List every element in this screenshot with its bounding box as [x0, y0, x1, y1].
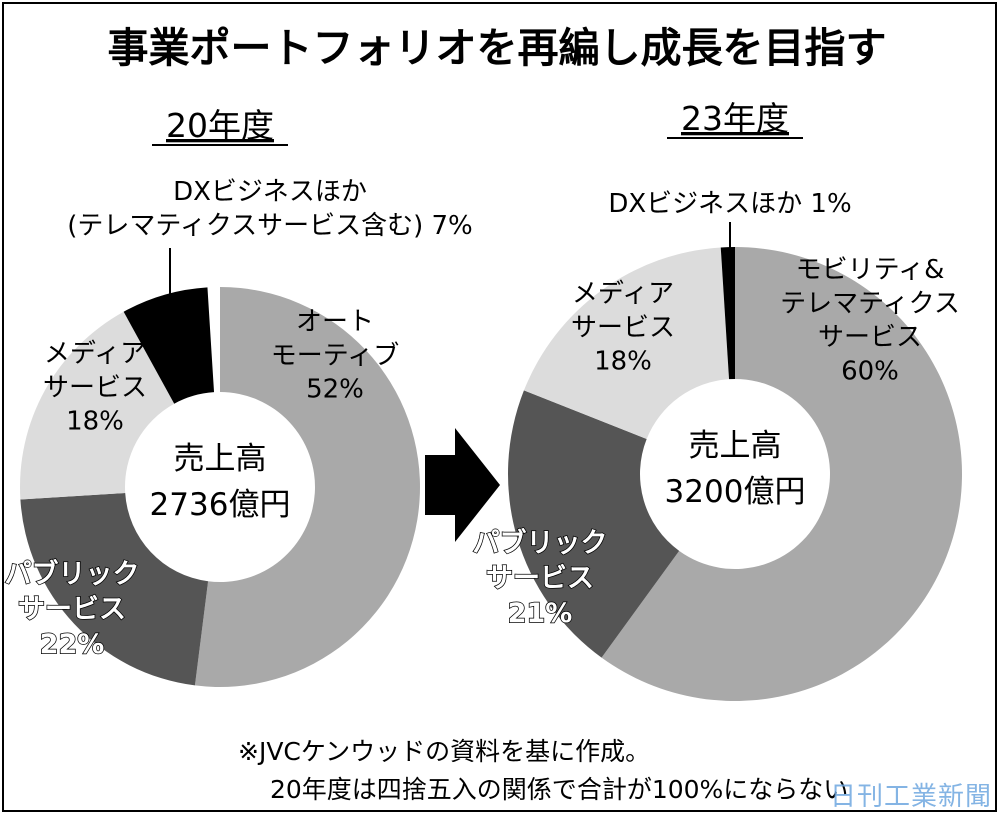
- donut-slice: [20, 492, 209, 686]
- center-label-line: 3200億円: [665, 474, 806, 510]
- slice-label: パブリックサービス 21%: [473, 527, 608, 629]
- donut-slice: [523, 247, 730, 440]
- slice-label-line: (テレマティクスサービス含む) 7%: [67, 211, 472, 241]
- donut-slice: [123, 287, 215, 404]
- center-label: 売上高 2736億円: [150, 441, 291, 523]
- slice-label: メディアサービス 18%: [43, 339, 147, 437]
- slice-label-line: モビリティ&: [796, 255, 945, 285]
- donut-slice: [720, 247, 735, 380]
- slice-label-line: 18%: [594, 347, 652, 377]
- slice-label-line: DXビジネスほか 1%: [608, 189, 851, 219]
- donut-slice: [601, 247, 962, 702]
- slice-label: DXビジネスほか (テレマティクスサービス含む) 7%: [67, 177, 472, 241]
- footnote-line-1: ※JVCケンウッドの資料を基に作成。: [238, 737, 650, 766]
- slice-label-line: DXビジネスほか: [173, 177, 367, 207]
- slice-label: パブリックサービス 22%: [5, 558, 140, 660]
- slice-label-line: パブリック: [5, 558, 140, 590]
- donut-slice: [20, 311, 175, 500]
- donut-slice: [194, 287, 421, 687]
- slice-label-line: サービス: [43, 373, 147, 403]
- donut-title: 23年度: [681, 99, 789, 138]
- chart-title: 事業ポートフォリオを再編し成長を目指す: [108, 24, 887, 72]
- slice-label-line: モーティブ: [271, 341, 399, 371]
- watermark: 日刊工業新聞: [829, 782, 992, 812]
- slice-label-line: メディア: [572, 279, 674, 309]
- center-label: 売上高 3200億円: [665, 428, 806, 510]
- center-label-line: 売上高: [174, 441, 267, 477]
- slice-label-line: サービス: [818, 323, 922, 353]
- donut-slice: [508, 390, 680, 658]
- arrow-icon: [425, 428, 500, 542]
- slice-label: メディアサービス 18%: [571, 279, 675, 377]
- slice-label-line: 60%: [841, 356, 899, 386]
- slice-label: モビリティ&テレマティクスサービス 60%: [780, 255, 960, 386]
- slice-label-line: パブリック: [473, 527, 608, 559]
- slice-label-line: 22%: [40, 629, 105, 660]
- slice-label-line: メディア: [44, 339, 146, 369]
- slice-label: DXビジネスほか 1%: [608, 189, 851, 219]
- slice-label: オートモーティブ 52%: [271, 307, 399, 405]
- slice-label-line: 21%: [508, 598, 573, 629]
- slice-label-line: サービス: [486, 563, 594, 594]
- donut-title: 20年度: [166, 106, 274, 145]
- center-label-line: 売上高: [689, 428, 782, 464]
- center-label-line: 2736億円: [150, 487, 291, 523]
- slice-label-line: テレマティクス: [780, 289, 960, 319]
- slice-label-line: オート: [296, 307, 374, 337]
- footnote-line-2: 20年度は四捨五入の関係で合計が100%にならない: [270, 775, 848, 804]
- slice-label-line: サービス: [571, 313, 675, 343]
- slice-label-line: 18%: [66, 407, 124, 437]
- slice-label-line: サービス: [18, 594, 126, 625]
- slice-label-line: 52%: [306, 375, 364, 405]
